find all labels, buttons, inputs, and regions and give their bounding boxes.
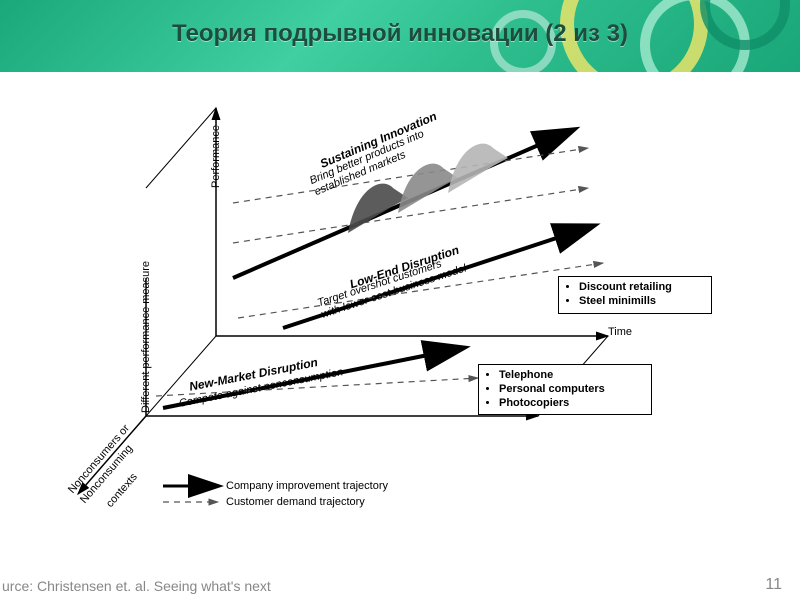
- page-number: 11: [765, 576, 782, 594]
- newmarket-examples-box: Telephone Personal computers Photocopier…: [478, 364, 652, 415]
- lowend-examples-box: Discount retailing Steel minimills: [558, 276, 712, 314]
- y-axis-back-label: Performance: [210, 125, 222, 188]
- x-axis-back-label: Time: [608, 326, 632, 338]
- diagram: Performance Time Different performance m…: [48, 78, 748, 538]
- legend-dashed-label: Customer demand trajectory: [226, 496, 365, 508]
- source-citation: urce: Christensen et. al. Seeing what's …: [2, 578, 271, 594]
- list-item: Discount retailing: [579, 281, 705, 295]
- list-item: Telephone: [499, 369, 645, 383]
- y-axis-front-label: Different performance measure: [140, 261, 152, 413]
- list-item: Steel minimills: [579, 295, 705, 309]
- legend-solid-label: Company improvement trajectory: [226, 480, 388, 492]
- list-item: Personal computers: [499, 383, 645, 397]
- list-item: Photocopiers: [499, 397, 645, 411]
- slide-title: Теория подрывной инновации (2 из 3): [0, 20, 800, 48]
